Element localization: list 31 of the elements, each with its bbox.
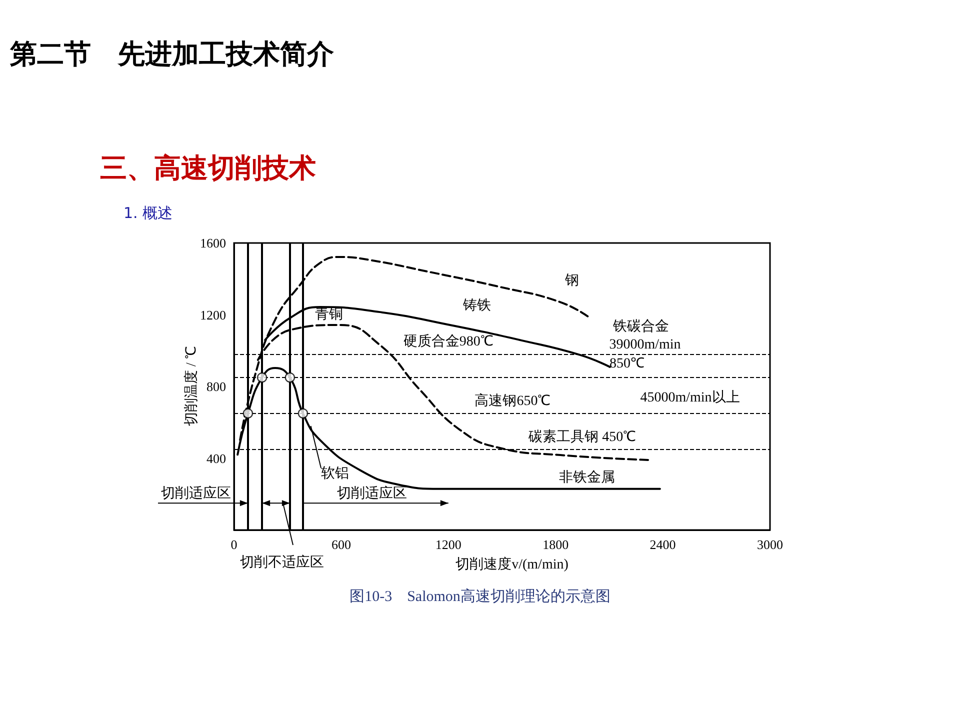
x-tick-label: 3000 — [757, 537, 783, 552]
y-tick-label: 800 — [206, 379, 226, 394]
ref-line-label: 高速钢650℃ — [474, 392, 551, 409]
x-tick-label: 2400 — [650, 537, 676, 552]
annotation: 850℃ — [610, 356, 644, 372]
x-axis-title: 切削速度v/(m/min) — [456, 556, 569, 572]
annotation: 铁碳合金 — [612, 318, 669, 334]
chart-subtitle: 三、高速切削技术 — [100, 152, 316, 186]
annotation: 钢 — [564, 272, 579, 288]
y-tick-label: 400 — [206, 450, 226, 466]
text: 1. 概述 — [123, 204, 173, 222]
y-tick-label: 1200 — [200, 307, 226, 322]
x-tick-label: 0 — [230, 537, 238, 552]
ref-line-label: 硬质合金980℃ — [403, 334, 494, 350]
annotation: 切削适应区 — [337, 486, 407, 502]
y-axis-title: 切削温度 / ℃ — [184, 346, 200, 426]
ref-line-label: 碳素工具钢 450℃ — [528, 428, 636, 445]
annotation: 非铁金属 — [559, 470, 615, 486]
annotation: 软铝 — [321, 466, 349, 482]
annotation: 铸铁 — [462, 298, 491, 314]
y-tick-label: 1600 — [200, 236, 226, 250]
x-tick-label: 600 — [331, 537, 351, 552]
text: 切削适应区 — [161, 486, 231, 502]
caption: 图10-3 Salomon高速切削理论的示意图 — [350, 588, 610, 605]
annotation: 青铜 — [315, 306, 343, 322]
text: 切削不适应区 — [240, 554, 324, 570]
annotation: 39000m/min — [609, 338, 681, 352]
x-tick-label: 1200 — [435, 537, 462, 552]
chart-title: 第二节 先进加工技术简介 — [10, 38, 334, 72]
annotation: 45000m/min以上 — [640, 390, 740, 406]
x-tick-label: 1800 — [542, 537, 569, 552]
